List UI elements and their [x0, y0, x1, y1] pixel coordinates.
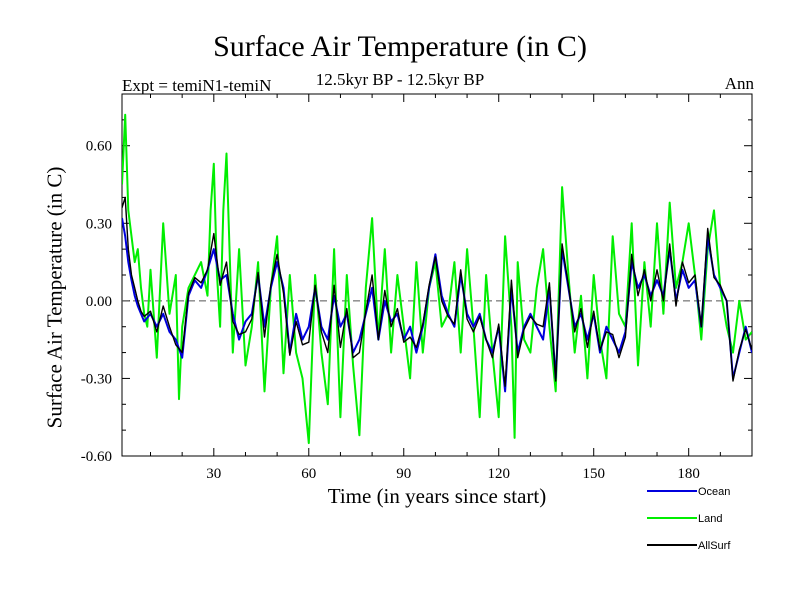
legend-label-allsurf: AllSurf: [698, 540, 731, 552]
legend-label-ocean: Ocean: [698, 486, 730, 498]
legend-label-land: Land: [698, 513, 722, 525]
axes: -0.60 -0.30 0.00 0.30 0.60 30 60 90 120 150 180: [81, 93, 753, 482]
x-tick-label: 150: [582, 466, 605, 482]
chart-title: Surface Air Temperature (in C): [213, 30, 587, 63]
x-axis-label: Time (in years since start): [327, 484, 547, 508]
experiment-label: Expt = temiN1-temiN: [122, 76, 272, 95]
x-tick-label: 30: [206, 466, 221, 482]
x-tick-label: 60: [301, 466, 316, 482]
x-tick-label: 180: [677, 466, 700, 482]
chart-subtitle: 12.5kyr BP - 12.5kyr BP: [315, 70, 485, 89]
y-axis-label: Surface Air Temperature (in C): [42, 166, 67, 429]
season-label: Ann: [724, 74, 754, 93]
series-line-allsurf: [122, 196, 752, 387]
legend: Ocean Land AllSurf: [647, 486, 731, 552]
y-tick-label: 0.00: [86, 294, 112, 310]
y-tick-label: 0.30: [86, 216, 112, 232]
y-tick-label: -0.60: [81, 449, 112, 465]
y-tick-label: -0.30: [81, 371, 112, 387]
series-line-land: [122, 113, 752, 445]
x-tick-label: 120: [487, 466, 510, 482]
x-tick-label: 90: [396, 466, 411, 482]
y-tick-label: 0.60: [86, 139, 112, 155]
series-group: [122, 113, 752, 445]
